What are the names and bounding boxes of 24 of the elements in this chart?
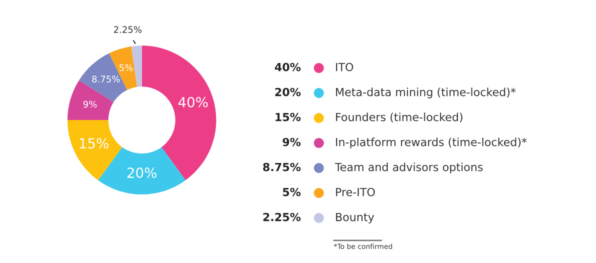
data-label: 15% [80, 138, 108, 149]
donut-slice [98, 147, 186, 194]
legend-label: Founders (time-locked) [336, 112, 462, 123]
data-label: 40% [178, 96, 208, 108]
text: 40% [274, 62, 301, 72]
data-label: 20% [127, 168, 157, 178]
text: 20% [275, 88, 301, 96]
legend-label: Pre-ITO [336, 188, 375, 196]
data-label: 5% [120, 64, 133, 72]
data-label: 8.75% [92, 76, 120, 83]
text: 8.75% [263, 162, 301, 172]
legend-label: In-platform rewards (time-locked)* [336, 138, 527, 148]
legend-label: Team and advisors options [334, 162, 483, 174]
text: 15% [276, 112, 301, 122]
data-label: 2.25% [114, 26, 142, 33]
donut-slice [67, 120, 122, 180]
legend-label: Meta-data mining (time-locked)* [336, 88, 516, 98]
legend-label: ITO [336, 62, 354, 72]
data-label: 9% [83, 100, 97, 108]
legend-label: Bounty [336, 212, 374, 224]
text: 2.25% [263, 212, 301, 222]
donut-slice [131, 46, 142, 87]
text: 9% [282, 138, 301, 146]
text: 5% [282, 188, 301, 196]
